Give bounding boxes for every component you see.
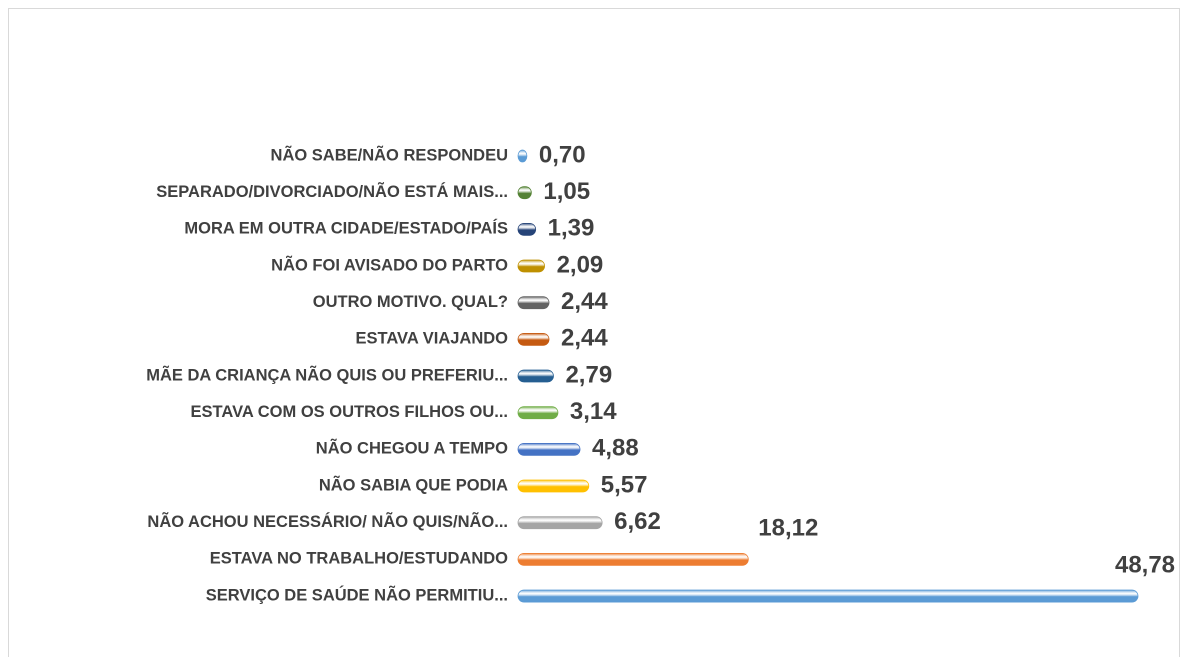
bar — [517, 186, 532, 200]
value-label: 1,39 — [548, 215, 595, 242]
category-label: SERVIÇO DE SAÚDE NÃO PERMITIU... — [206, 584, 508, 604]
category-label: NÃO FOI AVISADO DO PARTO — [271, 254, 508, 274]
category-label: NÃO CHEGOU A TEMPO — [316, 438, 508, 458]
bar — [517, 589, 1139, 603]
value-label: 18,12 — [758, 515, 818, 542]
category-label: OUTRO MOTIVO. QUAL? — [313, 293, 508, 311]
value-label: 2,09 — [557, 251, 604, 278]
category-label: MORA EM OUTRA CIDADE/ESTADO/PAÍS — [184, 219, 508, 238]
category-label: MÃE DA CRIANÇA NÃO QUIS OU PREFERIU... — [146, 364, 508, 384]
bar — [517, 296, 550, 310]
bar — [517, 552, 749, 566]
bar — [517, 259, 545, 273]
bar — [517, 442, 581, 456]
value-label: 1,05 — [543, 178, 590, 205]
value-label: 4,88 — [592, 435, 639, 462]
value-label: 0,70 — [539, 141, 586, 168]
value-label: 3,14 — [570, 398, 617, 425]
bar — [517, 332, 550, 346]
value-label: 2,44 — [561, 288, 608, 315]
chart-frame — [8, 8, 1180, 657]
value-label: 5,57 — [601, 471, 648, 498]
category-label: NÃO SABIA QUE PODIA — [319, 474, 508, 494]
bar — [517, 369, 554, 383]
category-label: ESTAVA VIAJANDO — [356, 330, 509, 348]
category-label: ESTAVA NO TRABALHO/ESTUDANDO — [210, 550, 508, 568]
bar — [517, 516, 603, 530]
value-label: 48,78 — [1115, 551, 1175, 578]
category-label: ESTAVA COM OS OUTROS FILHOS OU... — [191, 403, 508, 421]
bar — [517, 406, 559, 420]
bar — [517, 149, 528, 163]
bar — [517, 479, 590, 493]
value-label: 2,79 — [565, 361, 612, 388]
category-label: NÃO SABE/NÃO RESPONDEU — [271, 144, 508, 164]
category-label: NÃO ACHOU NECESSÁRIO/ NÃO QUIS/NÃO... — [147, 511, 508, 531]
value-label: 2,44 — [561, 325, 608, 352]
value-label: 6,62 — [614, 508, 661, 535]
category-label: SEPARADO/DIVORCIADO/NÃO ESTÁ MAIS... — [156, 181, 508, 201]
bar — [517, 222, 537, 236]
